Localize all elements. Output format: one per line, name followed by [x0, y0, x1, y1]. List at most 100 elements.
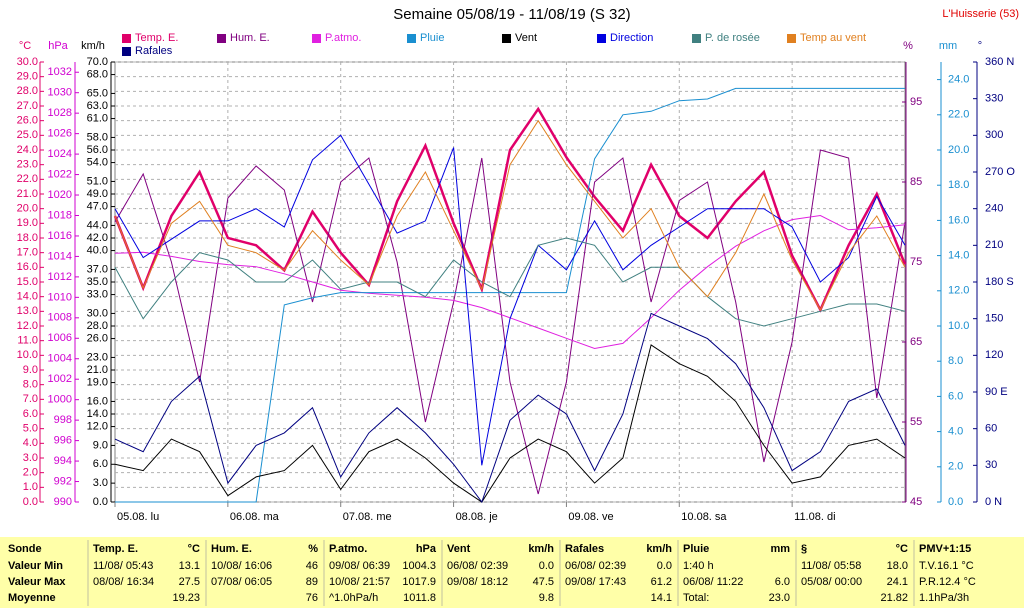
y-tick-label: 1028: [48, 107, 72, 119]
legend-swatch: [692, 34, 701, 43]
legend-label: Hum. E.: [230, 32, 270, 44]
x-tick-label: 09.08. ve: [568, 511, 613, 523]
y-tick-label: 55: [910, 416, 922, 428]
y-tick-label: 13.0: [17, 305, 38, 317]
y-tick-label: 1006: [48, 332, 72, 344]
cell-right: 76: [306, 592, 318, 604]
cell-right: 61.2: [651, 576, 672, 588]
legend-swatch: [597, 34, 606, 43]
cell-left: ^1.0hPa/h: [329, 592, 378, 604]
y-tick-label: 54.0: [87, 156, 108, 168]
y-tick-label: 63.0: [87, 100, 108, 112]
cell-right: 89: [306, 576, 318, 588]
y-tick-label: 5.0: [23, 423, 38, 435]
x-tick-label: 06.08. ma: [230, 511, 280, 523]
y-tick-label: 6.0: [23, 408, 38, 420]
y-tick-label: 26.0: [17, 115, 38, 127]
y-tick-label: 28.0: [87, 320, 108, 332]
column-unit: km/h: [646, 543, 672, 555]
y-tick-label: 16.0: [948, 214, 969, 226]
cell-right: 14.1: [651, 592, 672, 604]
y-tick-label: 30.0: [17, 56, 38, 68]
x-tick-label: 10.08. sa: [681, 511, 727, 523]
y-tick-label: 8.0: [948, 355, 963, 367]
row-label: Moyenne: [8, 592, 56, 604]
y-tick-label: 33.0: [87, 288, 108, 300]
y-tick-label: 10.0: [17, 349, 38, 361]
y-tick-label: 85: [910, 176, 922, 188]
y-tick-label: 1.0: [23, 481, 38, 493]
column-unit: mm: [770, 543, 790, 555]
legend-label: Temp au vent: [800, 32, 866, 44]
y-tick-label: 14.0: [948, 250, 969, 262]
y-tick-label: 9.0: [23, 364, 38, 376]
row-label: Valeur Max: [8, 576, 66, 588]
series-line: [113, 106, 907, 313]
cell-right: 47.5: [533, 576, 554, 588]
cell-left: 09/08/ 17:43: [565, 576, 626, 588]
cell-left: 06/08/ 02:39: [565, 560, 626, 572]
y-tick-label: 0.0: [948, 496, 963, 508]
cell-left: 1:40 h: [683, 560, 714, 572]
cell-left: 09/08/ 18:12: [447, 576, 508, 588]
y-tick-label: 1030: [48, 87, 72, 99]
axis-unit: °: [978, 40, 982, 52]
legend-label: Rafales: [135, 45, 173, 57]
legend-swatch: [312, 34, 321, 43]
plot-area: [114, 61, 906, 503]
y-tick-label: 0.0: [23, 496, 38, 508]
legend-label: P. de rosée: [705, 32, 760, 44]
column-name: Rafales: [565, 543, 604, 555]
y-tick-label: 21.0: [17, 188, 38, 200]
y-tick-label: 30: [985, 459, 997, 471]
axis-unit: %: [903, 40, 913, 52]
y-tick-label: 4.0: [23, 437, 38, 449]
cell-left: 06/08/ 11:22: [683, 576, 743, 588]
cell-left: 11/08/ 05:58: [801, 560, 861, 572]
column-name: Pluie: [683, 543, 709, 555]
y-tick-label: 120: [985, 349, 1003, 361]
cell-right: 6.0: [775, 576, 790, 588]
y-tick-label: 47.0: [87, 200, 108, 212]
series-line: [114, 149, 906, 495]
y-tick-label: 0 N: [985, 496, 1002, 508]
y-tick-label: 18.0: [17, 232, 38, 244]
y-tick-label: 49.0: [87, 188, 108, 200]
y-tick-label: 20.0: [17, 203, 38, 215]
series-line: [114, 237, 906, 327]
y-tick-label: 28.0: [17, 85, 38, 97]
y-tick-label: 15.0: [17, 276, 38, 288]
y-tick-label: 29.0: [17, 71, 38, 83]
y-tick-label: 60: [985, 423, 997, 435]
cell-right: 0.0: [539, 560, 554, 572]
cell-left: T.V.16.1 °C: [919, 560, 974, 572]
cell-right: 27.5: [179, 576, 200, 588]
y-tick-label: 1002: [48, 373, 72, 385]
axis-unit: hPa: [48, 40, 68, 52]
y-tick-label: 6.0: [93, 458, 108, 470]
y-tick-label: 16.0: [17, 261, 38, 273]
legend-swatch: [217, 34, 226, 43]
y-tick-label: 150: [985, 313, 1003, 325]
y-tick-label: 240: [985, 203, 1003, 215]
series-line: [114, 312, 906, 504]
y-tick-label: 9.0: [93, 439, 108, 451]
y-tick-label: 23.0: [17, 159, 38, 171]
y-tick-label: 25.0: [17, 129, 38, 141]
y-tick-label: 8.0: [23, 379, 38, 391]
cell-left: 1.1hPa/3h: [919, 592, 969, 604]
y-tick-label: 330: [985, 93, 1003, 105]
y-tick-label: 1018: [48, 209, 72, 221]
x-tick-label: 07.08. me: [343, 511, 392, 523]
cell-right: 1011.8: [403, 592, 436, 604]
y-tick-label: 20.0: [948, 144, 969, 156]
y-tick-label: 42.0: [87, 232, 108, 244]
y-tick-label: 12.0: [87, 420, 108, 432]
legend-label: Direction: [610, 32, 653, 44]
y-tick-label: 68.0: [87, 68, 108, 80]
y-tick-label: 1024: [48, 148, 72, 160]
column-name: P.atmo.: [329, 543, 367, 555]
y-tick-label: 90 E: [985, 386, 1008, 398]
cell-right: 13.1: [179, 560, 200, 572]
